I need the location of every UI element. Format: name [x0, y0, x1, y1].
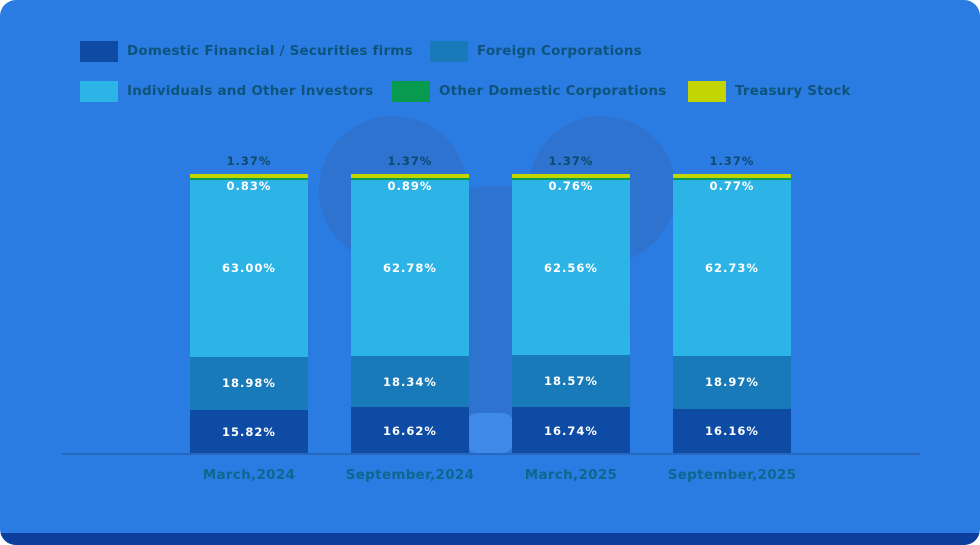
- legend-swatch: [80, 80, 118, 102]
- bar-segment[interactable]: [351, 177, 469, 181]
- legend-label: Individuals and Other Investors: [127, 83, 374, 99]
- bar-segment[interactable]: 62.78%: [351, 180, 469, 357]
- value-label: 16.74%: [544, 423, 598, 438]
- legend-swatch: [392, 80, 430, 102]
- value-label: 1.37%: [548, 154, 594, 168]
- legend-swatch: [80, 40, 118, 62]
- value-label: 0.89%: [387, 179, 433, 193]
- legend-item-individuals[interactable]: Individuals and Other Investors: [80, 80, 373, 102]
- x-axis-line: [62, 453, 920, 455]
- legend-item-other-domestic[interactable]: Other Domestic Corporations: [392, 80, 667, 102]
- legend-label: Treasury Stock: [735, 83, 851, 99]
- value-label: 62.56%: [544, 260, 598, 275]
- bar-segment[interactable]: 18.97%: [673, 355, 791, 409]
- value-label: 18.57%: [544, 374, 598, 389]
- category-label: September,2025: [667, 467, 797, 483]
- legend-swatch: [430, 40, 468, 62]
- watermark-light-patch: [467, 413, 513, 453]
- value-label: 0.77%: [709, 179, 755, 193]
- category-label: March,2024: [202, 467, 296, 483]
- value-label: 18.34%: [383, 374, 437, 389]
- bar-segment[interactable]: 16.74%: [512, 407, 630, 454]
- bar-segment[interactable]: [190, 174, 308, 178]
- value-label: 1.37%: [387, 154, 433, 168]
- bar-segment[interactable]: [190, 177, 308, 181]
- value-label: 18.97%: [705, 375, 759, 390]
- bar-segment[interactable]: 18.98%: [190, 356, 308, 410]
- bar-segment[interactable]: 16.16%: [673, 408, 791, 454]
- bar-segment[interactable]: 16.62%: [351, 407, 469, 454]
- bar-segment[interactable]: [673, 174, 791, 178]
- value-label: 62.73%: [705, 260, 759, 275]
- value-label: 1.37%: [226, 154, 272, 168]
- legend-item-treasury-stock[interactable]: Treasury Stock: [688, 80, 851, 102]
- value-label: 62.78%: [383, 261, 437, 276]
- stacked-bar[interactable]: 1.37% 0.89% 62.78% 18.34% 16.62%: [351, 154, 469, 454]
- value-label: 18.98%: [222, 376, 276, 391]
- legend-swatch: [688, 80, 726, 102]
- bar-segment[interactable]: 15.82%: [190, 409, 308, 454]
- value-label: 1.37%: [709, 154, 755, 168]
- legend-label: Foreign Corporations: [477, 43, 642, 59]
- value-label: 16.62%: [383, 423, 437, 438]
- legend-label: Domestic Financial / Securities firms: [127, 43, 413, 59]
- bar-segment[interactable]: 63.00%: [190, 180, 308, 357]
- bar-segment[interactable]: 18.57%: [512, 355, 630, 408]
- bar-segment[interactable]: 62.56%: [512, 179, 630, 356]
- legend-item-foreign-corporations[interactable]: Foreign Corporations: [430, 40, 642, 62]
- bar-segment[interactable]: [673, 177, 791, 180]
- footer-bar: [0, 533, 980, 545]
- bar-segment[interactable]: [512, 177, 630, 180]
- legend-label: Other Domestic Corporations: [439, 83, 667, 99]
- stacked-bar[interactable]: 1.37% 0.83% 63.00% 18.98% 15.82%: [190, 154, 308, 454]
- bar-segment[interactable]: 62.73%: [673, 179, 791, 356]
- value-label: 15.82%: [222, 424, 276, 439]
- bar-segment[interactable]: [512, 174, 630, 178]
- bar-segment[interactable]: [351, 174, 469, 178]
- category-label: March,2025: [524, 467, 618, 483]
- value-label: 0.76%: [548, 179, 594, 193]
- stacked-bar[interactable]: 1.37% 0.77% 62.73% 18.97% 16.16%: [673, 154, 791, 454]
- bar-segment[interactable]: 18.34%: [351, 356, 469, 408]
- value-label: 63.00%: [222, 261, 276, 276]
- category-label: September,2024: [345, 467, 475, 483]
- stacked-bar[interactable]: 1.37% 0.76% 62.56% 18.57% 16.74%: [512, 154, 630, 454]
- value-label: 16.16%: [705, 424, 759, 439]
- value-label: 0.83%: [226, 179, 272, 193]
- legend-item-domestic-financial[interactable]: Domestic Financial / Securities firms: [80, 40, 413, 62]
